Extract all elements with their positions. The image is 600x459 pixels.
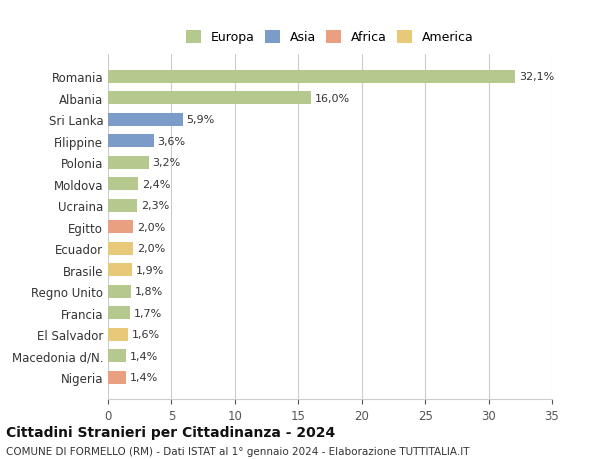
Bar [108, 157, 149, 169]
Bar [108, 328, 128, 341]
Bar [108, 199, 137, 212]
Text: COMUNE DI FORMELLO (RM) - Dati ISTAT al 1° gennaio 2024 - Elaborazione TUTTITALI: COMUNE DI FORMELLO (RM) - Dati ISTAT al … [6, 447, 470, 456]
Text: 2,3%: 2,3% [141, 201, 169, 211]
Text: 1,9%: 1,9% [136, 265, 164, 275]
Text: 1,7%: 1,7% [133, 308, 161, 318]
Text: 5,9%: 5,9% [187, 115, 215, 125]
Text: 1,4%: 1,4% [130, 372, 158, 382]
Bar [108, 371, 126, 384]
Text: 3,6%: 3,6% [157, 136, 185, 146]
Text: 2,0%: 2,0% [137, 244, 166, 254]
Bar [108, 135, 154, 148]
Bar [108, 113, 183, 127]
Bar [108, 221, 133, 234]
Bar [108, 307, 130, 319]
Bar [108, 242, 133, 255]
Bar [108, 178, 139, 191]
Text: 2,4%: 2,4% [142, 179, 170, 189]
Text: 16,0%: 16,0% [315, 94, 350, 104]
Text: 2,0%: 2,0% [137, 222, 166, 232]
Text: 1,6%: 1,6% [132, 330, 160, 339]
Text: 1,4%: 1,4% [130, 351, 158, 361]
Text: 1,8%: 1,8% [134, 286, 163, 297]
Text: 32,1%: 32,1% [519, 72, 554, 82]
Text: Cittadini Stranieri per Cittadinanza - 2024: Cittadini Stranieri per Cittadinanza - 2… [6, 425, 335, 439]
Bar [108, 349, 126, 362]
Text: 3,2%: 3,2% [152, 158, 181, 168]
Legend: Europa, Asia, Africa, America: Europa, Asia, Africa, America [182, 27, 478, 48]
Bar [108, 285, 131, 298]
Bar [108, 71, 515, 84]
Bar [108, 92, 311, 105]
Bar [108, 263, 132, 276]
